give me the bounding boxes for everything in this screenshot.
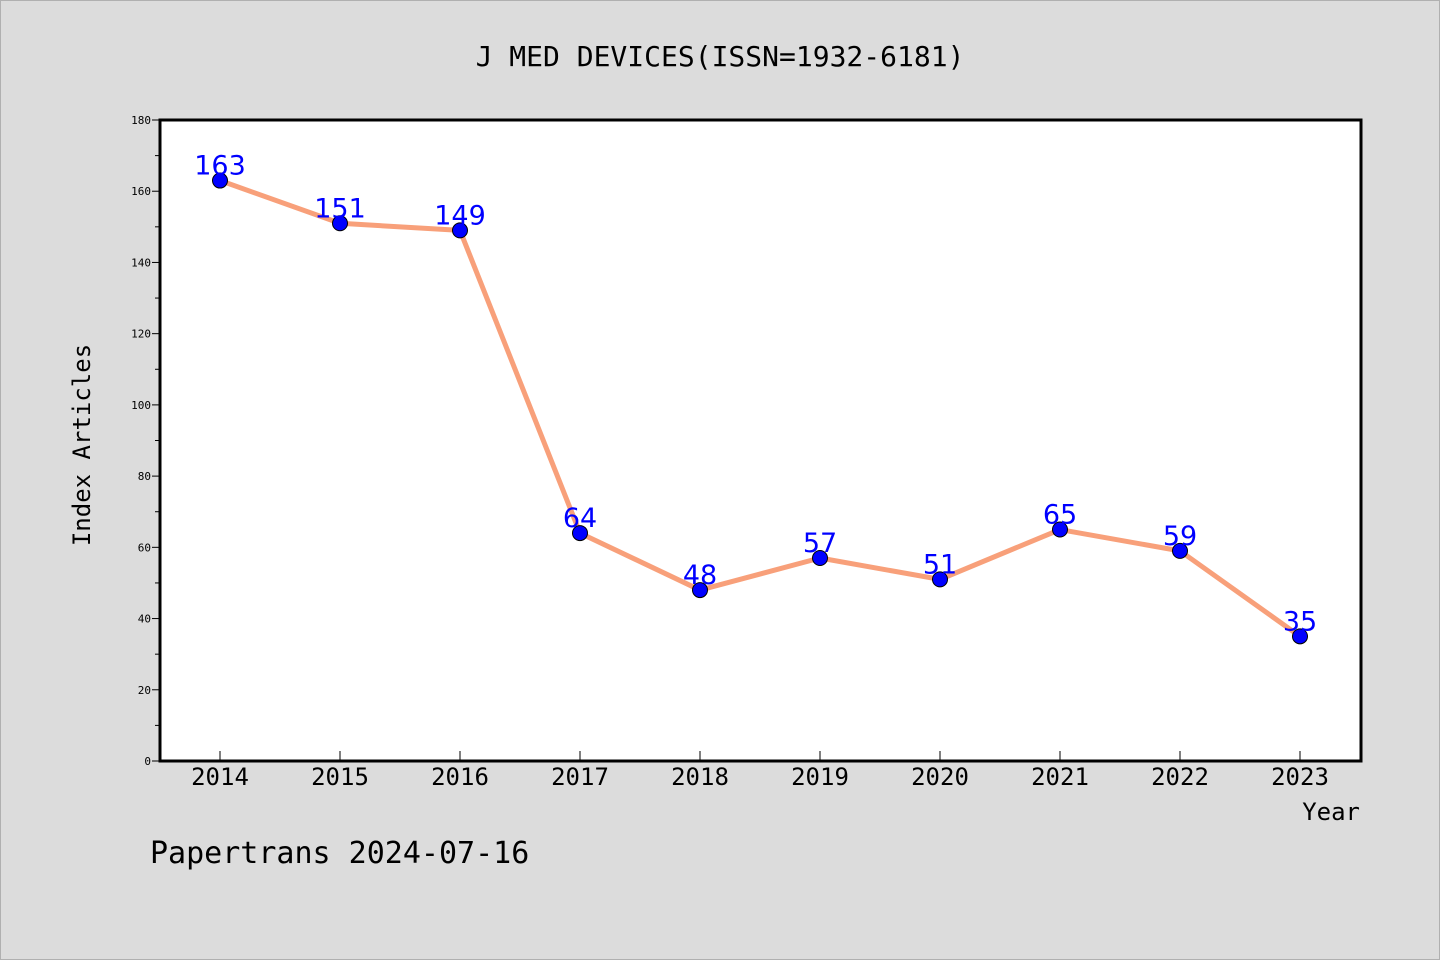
data-label: 51 <box>923 549 957 580</box>
y-tick-label: 140 <box>131 256 151 269</box>
y-tick-label: 0 <box>144 755 151 768</box>
y-tick-label: 180 <box>131 114 151 127</box>
data-point <box>1052 521 1068 538</box>
footer-credit: Papertrans 2024-07-16 <box>150 836 529 871</box>
data-label: 57 <box>803 528 837 559</box>
y-axis-label: Index Articles <box>68 344 96 546</box>
data-point <box>932 571 948 588</box>
y-tick-label: 120 <box>131 328 151 341</box>
data-label: 65 <box>1043 500 1077 531</box>
y-tick-label: 160 <box>131 185 151 198</box>
data-point <box>572 525 588 542</box>
data-label: 64 <box>563 503 597 534</box>
x-tick-label: 2015 <box>311 763 369 791</box>
data-point <box>1172 542 1188 559</box>
x-tick-label: 2017 <box>551 763 609 791</box>
y-tick-label: 60 <box>138 541 151 554</box>
x-tick-label: 2019 <box>791 763 849 791</box>
chart-title: J MED DEVICES(ISSN=1932-6181) <box>476 40 965 73</box>
data-point <box>212 172 228 189</box>
y-tick-label: 100 <box>131 399 151 412</box>
y-axis: 0 20 40 60 80 100 120 140 160 180 <box>131 114 160 768</box>
data-label: 35 <box>1283 606 1317 637</box>
y-tick-label: 40 <box>138 613 151 626</box>
data-label: 48 <box>683 560 717 591</box>
x-tick-label: 2020 <box>911 763 969 791</box>
data-point <box>692 582 708 599</box>
x-tick-label: 2014 <box>191 763 249 791</box>
x-tick-label: 2016 <box>431 763 489 791</box>
x-tick-label: 2018 <box>671 763 729 791</box>
data-label: 59 <box>1163 521 1197 552</box>
data-label: 163 <box>194 151 246 182</box>
data-point <box>812 550 828 567</box>
data-point <box>332 215 348 232</box>
data-label: 149 <box>434 200 486 231</box>
y-tick-label: 80 <box>138 470 151 483</box>
x-tick-label: 2021 <box>1031 763 1089 791</box>
x-tick-label: 2022 <box>1151 763 1209 791</box>
series-articles: 163 151 149 64 48 57 51 65 59 35 <box>194 151 1317 645</box>
x-axis: 2014 2015 2016 2017 2018 2019 2020 2021 2022 2023 <box>191 751 1329 791</box>
data-point <box>452 222 468 239</box>
data-label: 151 <box>314 193 366 224</box>
data-point <box>1292 628 1308 645</box>
x-axis-label: Year <box>1302 798 1360 826</box>
y-tick-label: 20 <box>138 684 151 697</box>
series-line <box>217 178 1303 639</box>
x-tick-label: 2023 <box>1271 763 1329 791</box>
